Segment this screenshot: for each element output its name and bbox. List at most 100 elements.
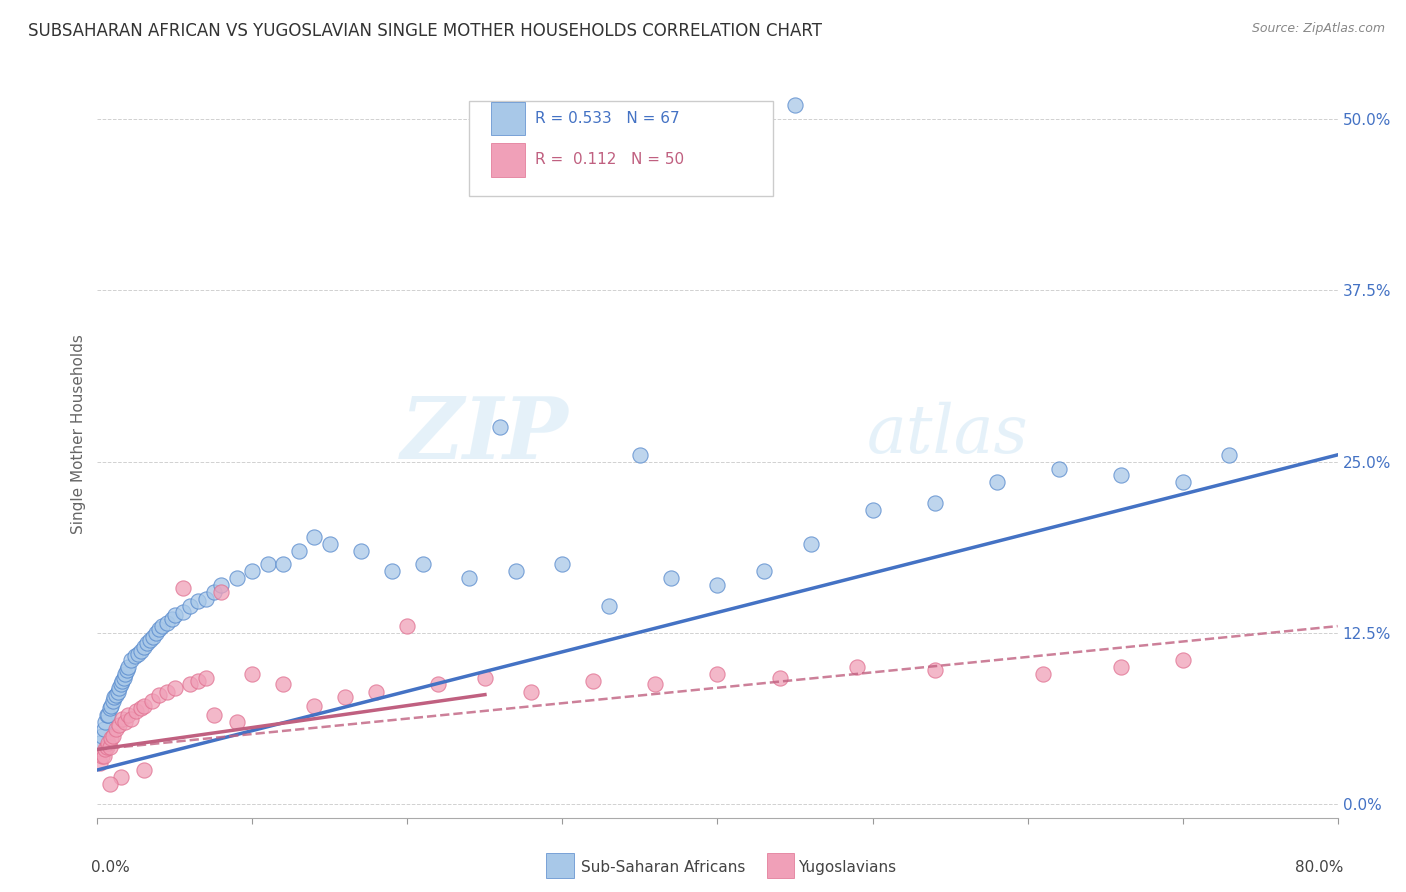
- Point: [101, 694, 124, 708]
- Point: [752, 564, 775, 578]
- Point: [108, 681, 131, 695]
- Point: [129, 701, 152, 715]
- Point: [160, 612, 183, 626]
- Point: [91, 729, 114, 743]
- Point: [93, 722, 115, 736]
- Point: [156, 616, 179, 631]
- Point: [412, 558, 434, 572]
- Point: [125, 704, 148, 718]
- Point: [202, 585, 225, 599]
- Point: [1032, 667, 1054, 681]
- Point: [381, 564, 404, 578]
- Point: [520, 685, 543, 699]
- Text: R = 0.533   N = 67: R = 0.533 N = 67: [536, 111, 679, 126]
- Point: [628, 448, 651, 462]
- Point: [117, 660, 139, 674]
- Point: [129, 644, 152, 658]
- Point: [103, 690, 125, 705]
- Point: [104, 722, 127, 736]
- Point: [124, 649, 146, 664]
- Point: [273, 676, 295, 690]
- Point: [598, 599, 620, 613]
- Point: [489, 420, 512, 434]
- Point: [288, 543, 311, 558]
- FancyBboxPatch shape: [547, 854, 574, 878]
- Point: [225, 571, 247, 585]
- Point: [163, 608, 186, 623]
- Point: [1047, 461, 1070, 475]
- Point: [366, 685, 388, 699]
- Point: [257, 558, 280, 572]
- Point: [273, 558, 295, 572]
- Point: [304, 698, 326, 713]
- Point: [111, 673, 134, 688]
- Point: [1171, 475, 1194, 490]
- Point: [194, 671, 217, 685]
- Point: [114, 714, 136, 729]
- Text: Sub-Saharan Africans: Sub-Saharan Africans: [581, 860, 745, 875]
- Point: [172, 581, 194, 595]
- Point: [335, 690, 357, 705]
- Point: [427, 676, 450, 690]
- Point: [142, 630, 165, 644]
- Point: [163, 681, 186, 695]
- Point: [582, 673, 605, 688]
- Point: [304, 530, 326, 544]
- Text: 0.0%: 0.0%: [91, 860, 129, 875]
- Point: [112, 671, 135, 685]
- FancyBboxPatch shape: [768, 854, 794, 878]
- Point: [104, 688, 127, 702]
- Point: [89, 735, 111, 749]
- Point: [706, 667, 728, 681]
- Point: [91, 749, 114, 764]
- Point: [120, 712, 142, 726]
- Point: [145, 626, 167, 640]
- Point: [209, 585, 232, 599]
- Point: [179, 599, 201, 613]
- Point: [179, 676, 201, 690]
- Point: [132, 698, 155, 713]
- Point: [148, 622, 170, 636]
- Point: [396, 619, 419, 633]
- Point: [242, 667, 264, 681]
- FancyBboxPatch shape: [470, 101, 773, 196]
- Point: [172, 606, 194, 620]
- Point: [187, 594, 209, 608]
- Point: [799, 537, 821, 551]
- Point: [89, 756, 111, 771]
- Text: ZIP: ZIP: [401, 392, 568, 476]
- FancyBboxPatch shape: [491, 143, 526, 177]
- Point: [110, 770, 132, 784]
- Point: [350, 543, 373, 558]
- Point: [94, 714, 117, 729]
- Point: [986, 475, 1008, 490]
- Point: [1218, 448, 1240, 462]
- Point: [156, 685, 179, 699]
- Point: [1109, 660, 1132, 674]
- Point: [1109, 468, 1132, 483]
- Point: [96, 708, 118, 723]
- Point: [127, 647, 149, 661]
- Point: [924, 663, 946, 677]
- Point: [120, 653, 142, 667]
- Point: [706, 578, 728, 592]
- Y-axis label: Single Mother Households: Single Mother Households: [72, 334, 86, 534]
- Point: [111, 712, 134, 726]
- Point: [98, 701, 121, 715]
- Point: [117, 708, 139, 723]
- Point: [139, 632, 162, 647]
- Point: [98, 777, 121, 791]
- Point: [862, 502, 884, 516]
- Point: [242, 564, 264, 578]
- Point: [148, 688, 170, 702]
- Point: [474, 671, 496, 685]
- Point: [115, 663, 138, 677]
- Point: [225, 714, 247, 729]
- Point: [97, 708, 120, 723]
- Point: [93, 749, 115, 764]
- Point: [659, 571, 682, 585]
- Point: [551, 558, 574, 572]
- Point: [132, 763, 155, 777]
- Point: [141, 694, 163, 708]
- Point: [136, 635, 159, 649]
